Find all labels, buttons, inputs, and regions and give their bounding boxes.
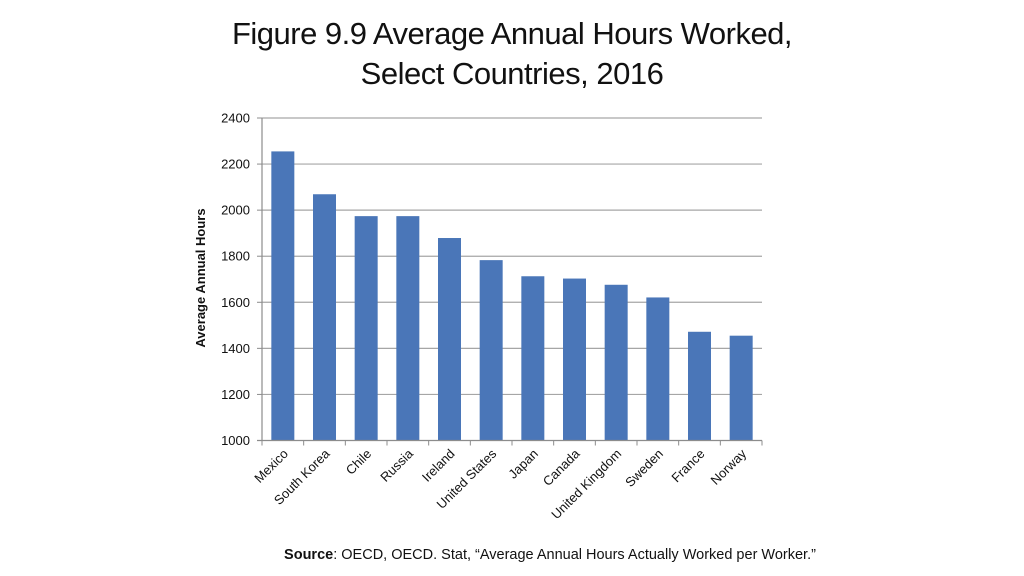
- bar: [563, 278, 586, 441]
- y-tick-label: 2400: [221, 111, 250, 126]
- bar: [604, 284, 628, 441]
- bar: [438, 238, 461, 441]
- x-tick-label: Japan: [505, 446, 541, 482]
- x-tick-label: Ireland: [419, 446, 458, 485]
- y-tick-label: 1000: [221, 433, 250, 448]
- x-tick-label: Russia: [377, 445, 416, 484]
- bar: [729, 335, 753, 441]
- x-tick-label: Chile: [343, 446, 375, 478]
- bar: [521, 276, 545, 441]
- chart-title-line-1: Figure 9.9 Average Annual Hours Worked,: [231, 16, 793, 51]
- x-tick-label: Sweden: [622, 446, 666, 490]
- source-label: Source: [284, 547, 334, 563]
- x-tick-label: Mexico: [251, 446, 291, 486]
- bar: [396, 216, 420, 441]
- gridlines: [262, 117, 762, 396]
- bar: [354, 216, 378, 441]
- bar: [313, 194, 336, 441]
- y-tick-label: 2200: [221, 157, 250, 172]
- y-tick-label: 2000: [221, 203, 250, 218]
- y-axis-ticks: 1000 1200 1400 1600 1800 2000 2200 2400: [221, 111, 262, 448]
- bar: [688, 331, 711, 441]
- y-tick-label: 1400: [221, 341, 250, 356]
- chart-title: Figure 9.9 Average Annual Hours Worked, …: [0, 14, 1024, 94]
- source-text: : OECD, OECD. Stat, “Average Annual Hour…: [333, 547, 816, 563]
- x-tick-label: Norway: [708, 446, 750, 488]
- chart-title-line-2: Select Countries, 2016: [360, 56, 664, 91]
- bars: [271, 151, 753, 441]
- x-tick-label: France: [668, 446, 707, 485]
- y-tick-label: 1800: [221, 249, 250, 264]
- axes: [257, 118, 763, 446]
- y-tick-label: 1600: [221, 295, 250, 310]
- bar: [646, 297, 670, 441]
- y-axis-label: Average Annual Hours: [193, 208, 208, 347]
- bar: [271, 151, 295, 441]
- bar: [479, 260, 503, 441]
- source-note: Source: OECD, OECD. Stat, “Average Annua…: [38, 547, 1024, 563]
- y-tick-label: 1200: [221, 387, 250, 402]
